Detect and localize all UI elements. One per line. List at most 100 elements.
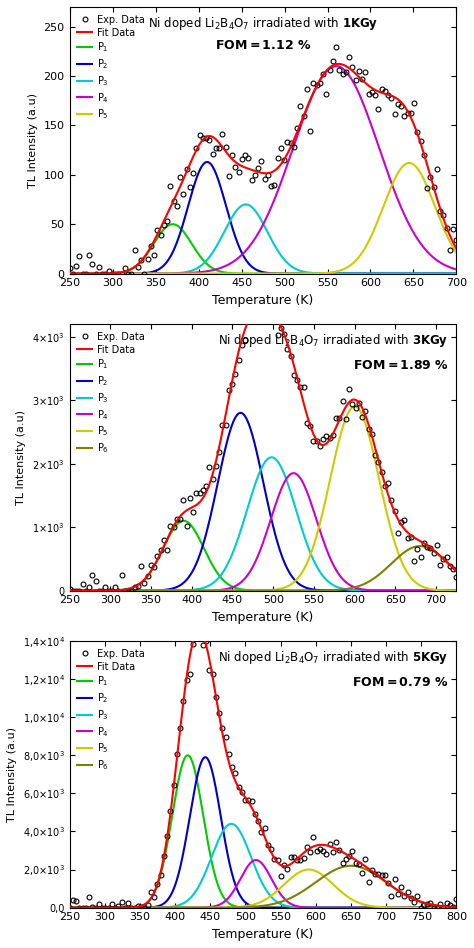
P$_5$	[223, 902, 229, 913]
P$_5$	[237, 268, 243, 280]
P$_2$	[376, 585, 382, 596]
P$_3$	[369, 585, 374, 596]
Exp. Data	[454, 572, 459, 583]
Line: P$_3$: P$_3$	[70, 824, 456, 907]
P$_2$	[237, 244, 243, 255]
P$_1$	[454, 902, 459, 913]
P$_1$	[106, 585, 112, 596]
P$_5$	[332, 450, 338, 462]
Fit Data	[223, 146, 229, 157]
Exp. Data	[67, 902, 73, 913]
P$_6$	[454, 902, 459, 913]
Exp. Data	[454, 893, 459, 904]
P$_2$	[369, 585, 374, 596]
P$_5$	[106, 585, 112, 596]
Line: P$_2$: P$_2$	[70, 413, 456, 591]
Exp. Data	[174, 201, 180, 212]
Fit Data	[237, 340, 243, 352]
P$_1$	[454, 585, 459, 596]
Line: P$_5$: P$_5$	[70, 869, 456, 907]
Exp. Data	[284, 137, 290, 148]
P$_3$	[67, 585, 73, 596]
Line: P$_1$: P$_1$	[70, 756, 456, 907]
Line: Exp. Data: Exp. Data	[67, 632, 459, 910]
P$_4$	[253, 854, 259, 866]
P$_2$	[454, 585, 459, 596]
Y-axis label: TL Intensity (a.u): TL Intensity (a.u)	[7, 727, 17, 822]
P$_6$	[375, 570, 381, 581]
Line: P$_6$: P$_6$	[70, 866, 456, 907]
Fit Data	[336, 58, 342, 69]
P$_1$	[185, 750, 191, 761]
Line: Exp. Data: Exp. Data	[67, 45, 459, 276]
P$_2$	[203, 752, 209, 763]
X-axis label: Temperature (K): Temperature (K)	[212, 611, 314, 624]
Fit Data	[376, 870, 382, 882]
P$_1$	[224, 267, 229, 279]
P$_4$	[291, 467, 296, 479]
P$_4$	[333, 563, 338, 574]
P$_2$	[369, 902, 374, 913]
P$_6$	[223, 902, 229, 913]
P$_4$	[376, 140, 382, 152]
P$_6$	[369, 866, 374, 878]
P$_6$	[223, 585, 229, 596]
P$_2$	[454, 268, 459, 280]
P$_5$	[352, 401, 357, 412]
P$_5$	[223, 268, 229, 280]
P$_1$	[67, 585, 73, 596]
P$_1$	[369, 585, 374, 596]
Legend: Exp. Data, Fit Data, P$_1$, P$_2$, P$_3$, P$_4$, P$_5$: Exp. Data, Fit Data, P$_1$, P$_2$, P$_3$…	[74, 11, 147, 124]
Exp. Data	[67, 262, 73, 273]
P$_3$	[454, 268, 459, 280]
P$_3$	[228, 818, 234, 830]
P$_2$	[67, 902, 73, 913]
Exp. Data	[70, 585, 76, 596]
Fit Data	[333, 423, 338, 434]
P$_2$	[106, 268, 112, 280]
P$_1$	[67, 268, 73, 280]
P$_1$	[369, 268, 374, 280]
P$_1$	[376, 902, 382, 913]
P$_4$	[376, 902, 382, 913]
Exp. Data	[70, 268, 76, 280]
P$_3$	[67, 268, 73, 280]
P$_1$	[237, 902, 243, 913]
P$_4$	[106, 268, 112, 280]
Line: Fit Data: Fit Data	[70, 64, 456, 274]
P$_1$	[224, 577, 229, 589]
P$_4$	[67, 902, 73, 913]
P$_2$	[238, 408, 244, 419]
P$_2$	[454, 902, 459, 913]
Exp. Data	[447, 561, 453, 573]
P$_3$	[333, 580, 338, 592]
P$_5$	[67, 268, 73, 280]
P$_5$	[454, 902, 459, 913]
P$_3$	[237, 827, 243, 838]
P$_5$	[454, 585, 459, 596]
P$_6$	[237, 902, 243, 913]
X-axis label: Temperature (K): Temperature (K)	[212, 928, 314, 941]
P$_3$	[376, 585, 382, 596]
P$_2$	[67, 585, 73, 596]
P$_6$	[332, 584, 338, 595]
P$_5$	[406, 157, 412, 169]
Line: P$_2$: P$_2$	[70, 757, 456, 907]
P$_5$	[368, 230, 374, 242]
P$_4$	[223, 895, 229, 906]
P$_6$	[332, 864, 338, 875]
P$_1$	[237, 583, 243, 594]
Line: Fit Data: Fit Data	[70, 630, 456, 907]
P$_5$	[454, 247, 459, 259]
P$_2$	[333, 585, 338, 596]
P$_4$	[106, 585, 112, 596]
P$_3$	[376, 902, 382, 913]
Fit Data	[369, 866, 374, 877]
P$_4$	[237, 874, 243, 885]
P$_3$	[67, 902, 73, 913]
P$_2$	[204, 156, 210, 168]
P$_1$	[181, 515, 186, 526]
P$_3$	[106, 268, 112, 280]
Line: P$_6$: P$_6$	[70, 546, 456, 591]
P$_5$	[333, 881, 338, 892]
